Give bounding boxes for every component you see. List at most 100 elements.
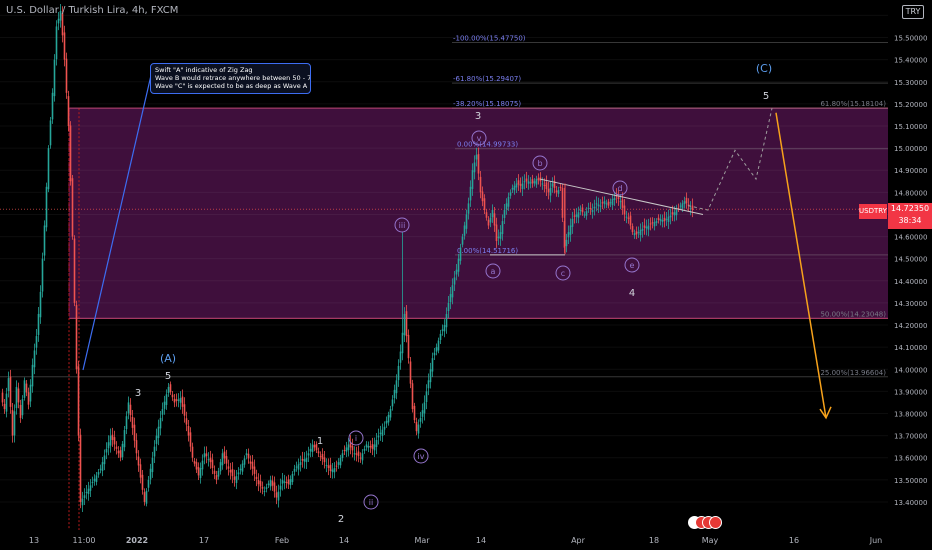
candle-body: [3, 403, 6, 410]
candle-body: [389, 409, 392, 418]
candle-body: [273, 482, 276, 492]
x-tick-label: Jun: [869, 536, 883, 545]
candle-body: [77, 366, 80, 436]
candle-body: [623, 205, 626, 215]
candle-body: [121, 443, 124, 458]
candle-body: [643, 225, 646, 228]
candle-body: [67, 96, 70, 126]
candle-body: [489, 217, 492, 223]
candle-body: [203, 453, 206, 458]
candle-body: [591, 210, 594, 213]
candle-body: [331, 469, 334, 473]
candle-body: [497, 236, 500, 239]
candle-body: [233, 476, 236, 480]
candle-body: [355, 453, 358, 455]
candle-body: [349, 441, 352, 448]
candle-body: [213, 470, 216, 474]
candle-body: [371, 444, 374, 449]
wave-label-circle: [471, 130, 487, 146]
candle-body: [279, 485, 282, 490]
candle-body: [143, 492, 146, 502]
candle-body: [5, 393, 8, 412]
candle-body: [465, 214, 468, 229]
candle-body: [607, 201, 610, 206]
fib-level-label: 0.00%(14.99733): [457, 141, 518, 149]
wave-label-text: i: [355, 434, 357, 443]
candle-body: [225, 456, 228, 464]
candle-body: [627, 217, 630, 219]
candle-body: [511, 187, 514, 190]
last-price: 14.72350: [890, 204, 930, 213]
candle-body: [157, 426, 160, 439]
x-tick-label: 17: [199, 536, 209, 545]
wave-label-text: v: [477, 134, 482, 143]
candle-body: [177, 399, 180, 401]
candle-body: [395, 380, 398, 394]
candle-body: [131, 416, 134, 428]
candle-body: [237, 472, 240, 475]
candle-body: [341, 453, 344, 458]
candle-body: [251, 461, 254, 469]
candle-body: [453, 277, 456, 285]
candle-body: [505, 203, 508, 210]
candle-body: [571, 218, 574, 227]
currency-badge[interactable]: TRY: [902, 5, 924, 19]
candle-body: [293, 468, 296, 472]
candle-body: [259, 480, 262, 487]
x-tick-label: 14: [476, 536, 486, 545]
candle-body: [257, 480, 260, 485]
candle-body: [33, 350, 36, 368]
candle-body: [17, 388, 20, 403]
candle-body: [581, 207, 584, 213]
wave-label-text: b: [537, 159, 542, 168]
candle-body: [373, 444, 376, 451]
candle-body: [593, 206, 596, 209]
candle-body: [403, 313, 406, 336]
candle-body: [241, 463, 244, 472]
wave-label-text: a: [491, 267, 496, 276]
fib-zone-layer: [68, 107, 888, 530]
candle-body: [475, 154, 478, 160]
candle-body: [369, 445, 372, 448]
candle-body: [479, 176, 482, 193]
candle-body: [413, 405, 416, 421]
candle-body: [659, 218, 662, 221]
candle-body: [281, 479, 284, 484]
candle-body: [457, 258, 460, 272]
candle-body: [65, 58, 68, 93]
candle-body: [455, 269, 458, 275]
symbol-price-label: USDTRY: [859, 204, 887, 219]
candle-body: [631, 226, 634, 233]
y-tick-label: 15.40000: [894, 57, 927, 65]
candle-body: [199, 468, 202, 479]
candle-body: [263, 490, 266, 492]
fib-level-label: 61.80%(15.18104): [820, 100, 886, 108]
candle-body: [125, 416, 128, 430]
candle-body: [507, 196, 510, 207]
annotation-line: Swift "A" indicative of Zig Zag: [155, 66, 253, 74]
candle-body: [667, 216, 670, 222]
candle-body: [551, 183, 554, 187]
candle-body: [385, 420, 388, 424]
candle-body: [461, 236, 464, 245]
annotation-callout: Swift "A" indicative of Zig Zag Wave B w…: [150, 63, 311, 94]
us-flag-icon[interactable]: [709, 516, 722, 529]
annotation-line: Wave "C" is expected to be as deep as Wa…: [155, 82, 308, 90]
candle-body: [181, 396, 184, 407]
candle-body: [319, 456, 322, 458]
candle-body: [9, 376, 12, 407]
candle-body: [183, 404, 186, 416]
fib-retracement-zone: [69, 108, 888, 319]
y-tick-label: 14.90000: [894, 167, 927, 175]
wave-label-text: ii: [369, 498, 373, 507]
candle-body: [357, 451, 360, 457]
candle-body: [145, 490, 148, 504]
candle-body: [111, 434, 114, 441]
wave-label-circle: [413, 448, 429, 464]
wave-label-circle: [485, 263, 501, 279]
candle-body: [133, 424, 136, 441]
candle-body: [679, 205, 682, 207]
candle-body: [391, 399, 394, 407]
candle-body: [683, 201, 686, 204]
